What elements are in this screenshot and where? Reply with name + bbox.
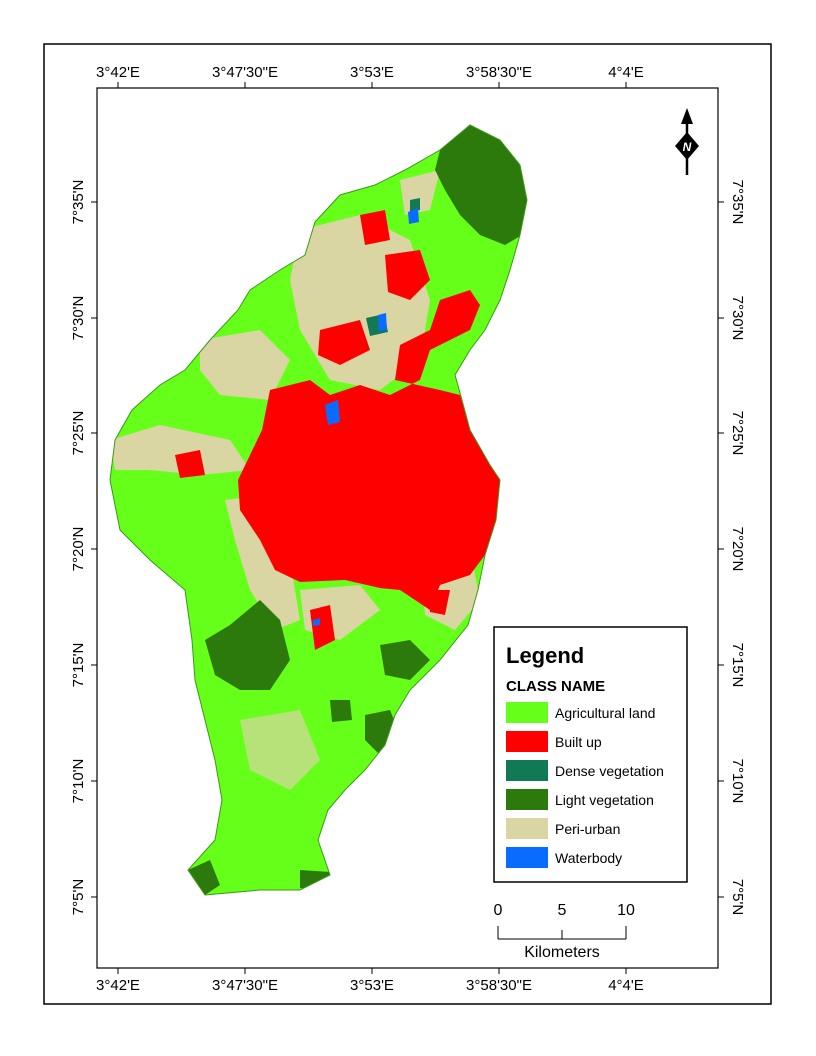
legend-item-label: Waterbody <box>555 850 622 866</box>
legend-swatch-peri-urban <box>506 818 548 839</box>
legend-subtitle: CLASS NAME <box>506 678 605 695</box>
right-latitude-labels: 7°35'N 7°30'N 7°25'N 7°20'N 7°15'N 7°10'… <box>729 180 746 916</box>
bottom-longitude-labels: 3°42'E 3°47'30"E 3°53'E 3°58'30"E 4°4'E <box>96 977 644 994</box>
study-area-boundary <box>109 124 528 896</box>
top-lon-label: 3°53'E <box>350 64 394 81</box>
scale-tick-label: 0 <box>494 902 503 919</box>
scale-tick-label: 5 <box>558 902 567 919</box>
right-lat-label: 7°25'N <box>729 411 746 456</box>
bottom-lon-label: 3°47'30"E <box>212 977 278 994</box>
legend-item-label: Agricultural land <box>555 705 655 721</box>
scale-unit-label: Kilometers <box>524 944 600 961</box>
top-lon-label: 3°58'30"E <box>466 64 532 81</box>
right-lat-label: 7°20'N <box>729 527 746 572</box>
right-lat-label: 7°35'N <box>729 180 746 225</box>
bottom-lon-label: 3°53'E <box>350 977 394 994</box>
top-lon-label: 3°42'E <box>96 64 140 81</box>
left-lat-label: 7°5'N <box>70 879 87 915</box>
bottom-lon-label: 3°42'E <box>96 977 140 994</box>
built-up-patches <box>175 210 500 650</box>
legend-swatch-light-vegetation <box>506 789 548 810</box>
left-lat-label: 7°10'N <box>70 759 87 804</box>
top-lon-label: 4°4'E <box>608 64 644 81</box>
scale-tick-label: 10 <box>617 902 635 919</box>
legend-item-label: Light vegetation <box>555 792 654 808</box>
left-latitude-labels: 7°35'N 7°30'N 7°25'N 7°20'N 7°15'N 7°10'… <box>70 180 87 916</box>
legend-item-label: Built up <box>555 734 602 750</box>
legend-swatch-waterbody <box>506 847 548 868</box>
left-lat-label: 7°25'N <box>70 411 87 456</box>
waterbody-patches <box>313 208 419 626</box>
graticule-ticks <box>91 82 724 974</box>
north-arrow-letter: N <box>683 140 692 154</box>
right-lat-label: 7°15'N <box>729 643 746 688</box>
legend-swatch-built-up <box>506 731 548 752</box>
right-lat-label: 7°10'N <box>729 759 746 804</box>
legend-title: Legend <box>506 643 584 668</box>
right-lat-label: 7°30'N <box>729 296 746 341</box>
north-arrow-icon: N <box>675 108 699 175</box>
legend-swatch-agricultural <box>506 702 548 723</box>
scale-bar: 0 5 10 Kilometers <box>494 902 635 961</box>
left-lat-label: 7°15'N <box>70 643 87 688</box>
legend-box: Legend CLASS NAME Agricultural land Buil… <box>493 626 688 883</box>
legend-item-label: Dense vegetation <box>555 763 664 779</box>
legend-swatch-dense-vegetation <box>506 760 548 781</box>
left-lat-label: 7°20'N <box>70 527 87 572</box>
left-lat-label: 7°35'N <box>70 180 87 225</box>
bottom-lon-label: 3°58'30"E <box>466 977 532 994</box>
legend-item-label: Peri-urban <box>555 821 620 837</box>
top-longitude-labels: 3°42'E 3°47'30"E 3°53'E 3°58'30"E 4°4'E <box>96 64 644 81</box>
top-lon-label: 3°47'30"E <box>212 64 278 81</box>
right-lat-label: 7°5'N <box>729 879 746 915</box>
bottom-lon-label: 4°4'E <box>608 977 644 994</box>
left-lat-label: 7°30'N <box>70 296 87 341</box>
